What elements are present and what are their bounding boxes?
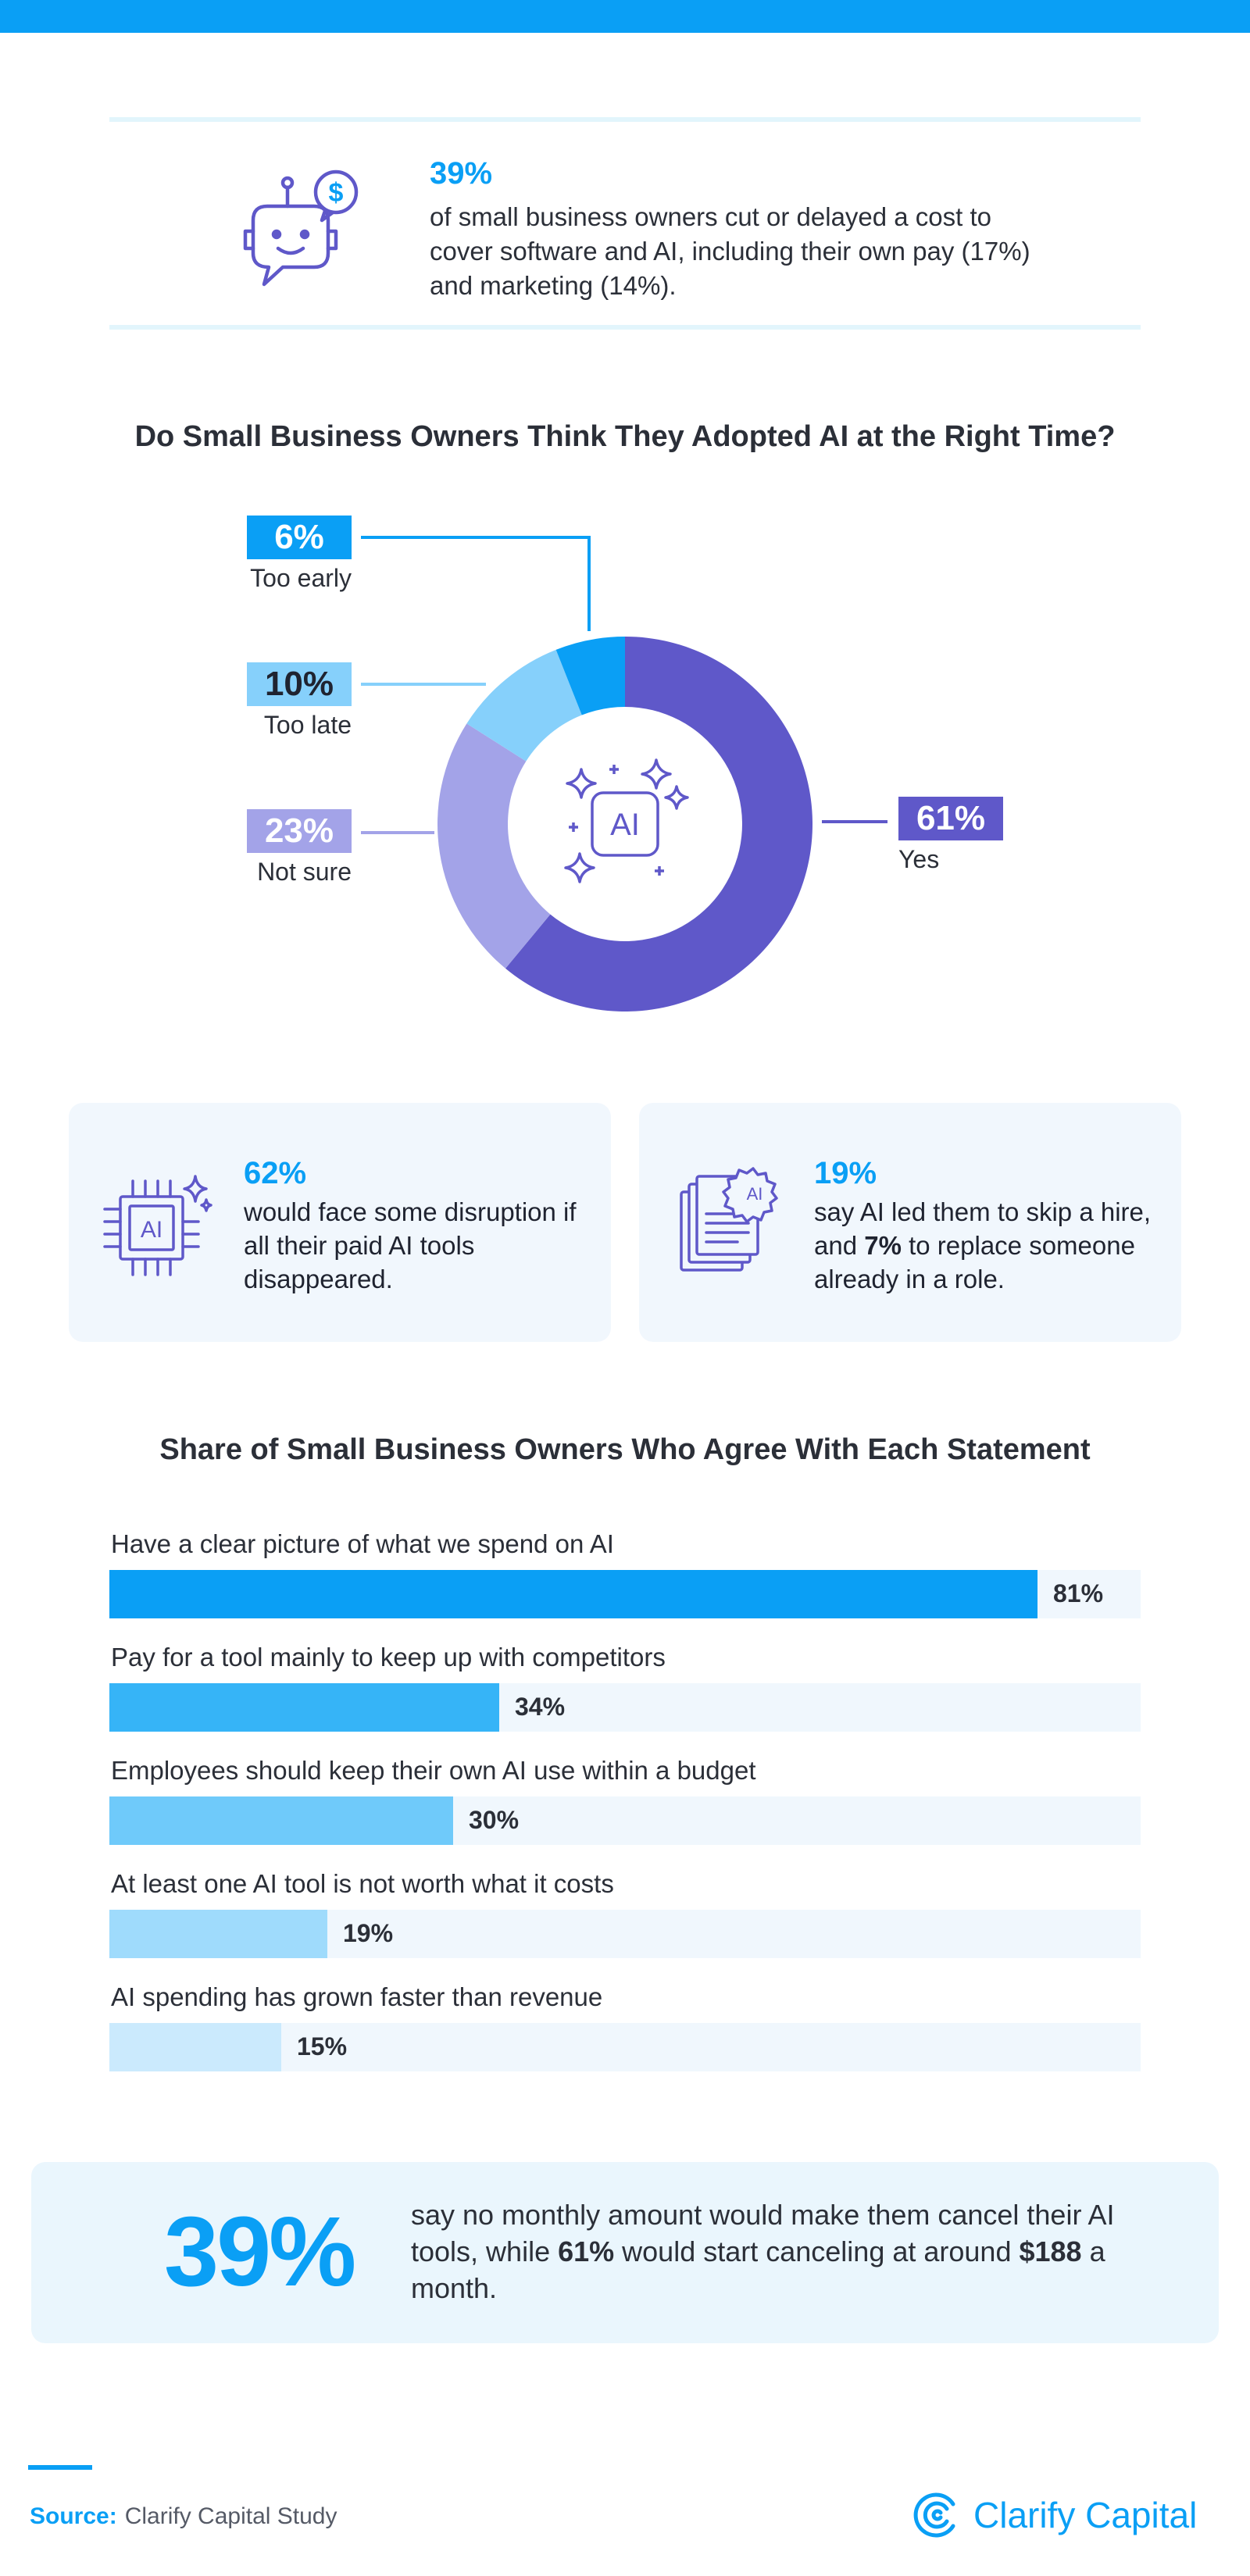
bar-mark	[109, 1570, 1038, 1618]
robot-chat-dollar-icon: $	[243, 169, 359, 287]
card-description: say AI led them to skip a hire, and 7% t…	[814, 1197, 1152, 1293]
svg-text:AI: AI	[610, 808, 640, 842]
donut-category-label: Too early	[250, 564, 352, 592]
bar-category-label: AI spending has grown faster than revenu…	[111, 1982, 603, 2011]
donut-chart-title: Do Small Business Owners Think They Adop…	[134, 420, 1116, 453]
svg-text:AI: AI	[747, 1184, 763, 1204]
bar-value-label: 15%	[297, 2032, 348, 2060]
bar-mark	[109, 1796, 453, 1845]
donut-value-label: 6%	[247, 516, 352, 559]
ai-sparkles-icon: AI	[564, 758, 689, 883]
donut-leader-line	[361, 536, 591, 631]
svg-text:AI: AI	[141, 1217, 162, 1243]
callout-box: 39% say no monthly amount would make the…	[31, 2162, 1219, 2343]
stat-description: of small business owners cut or delayed …	[430, 202, 1030, 300]
stat-card-cost-cuts: $ 39% of small business owners cut or de…	[109, 117, 1141, 330]
donut-value-label: 10%	[247, 662, 352, 706]
svg-text:$: $	[329, 178, 344, 208]
donut-slice-yes	[505, 637, 812, 1011]
ai-documents-icon: AI	[680, 1167, 778, 1272]
donut-value-label: 61%	[898, 797, 1003, 840]
ai-chip-icon: AI	[103, 1175, 212, 1276]
source-text: Clarify Capital Study	[124, 2503, 338, 2529]
bar-category-label: Pay for a tool mainly to keep up with co…	[111, 1643, 666, 1672]
bar-value-label: 30%	[469, 1806, 520, 1834]
bar-value-label: 19%	[343, 1919, 394, 1947]
bar-track: 81%	[109, 1570, 1141, 1618]
stat-percent: 39%	[430, 156, 493, 191]
donut-slice-not-sure	[438, 723, 551, 969]
brand-name: Clarify Capital	[973, 2495, 1198, 2535]
bar-mark	[109, 2023, 281, 2071]
card-percent: 62%	[244, 1156, 307, 1190]
bar-mark	[109, 1910, 327, 1958]
donut-category-label: Not sure	[257, 858, 352, 886]
source-line: Source: Clarify Capital Study	[30, 2503, 337, 2530]
bar-value-label: 34%	[515, 1693, 566, 1721]
card-description: would face some disruption if all their …	[244, 1197, 577, 1293]
callout-text: say no monthly amount would make them ca…	[411, 2199, 1115, 2304]
brand-logo[interactable]: Clarify Capital	[912, 2490, 1197, 2540]
bar-value-label: 81%	[1053, 1579, 1104, 1607]
footer-divider	[28, 2465, 92, 2470]
bar-track: 34%	[109, 1683, 1141, 1732]
clarify-logo-icon	[913, 2492, 955, 2538]
bar-track: 30%	[109, 1796, 1141, 1845]
donut-category-label: Too late	[263, 711, 352, 739]
bar-track: 19%	[109, 1910, 1141, 1958]
callout-percent: 39%	[164, 2196, 356, 2307]
donut-slice-too-early	[555, 637, 625, 715]
card-percent: 19%	[814, 1156, 877, 1190]
donut-slice-too-late	[466, 649, 582, 762]
bar-category-label: At least one AI tool is not worth what i…	[111, 1869, 614, 1898]
bar-category-label: Employees should keep their own AI use w…	[111, 1756, 756, 1785]
donut-value-label: 23%	[247, 809, 352, 853]
stat-card-disruption: AI 62% would face some disruption if all…	[69, 1103, 611, 1342]
bar-category-label: Have a clear picture of what we spend on…	[111, 1529, 614, 1558]
donut-chart: AI	[361, 536, 888, 1011]
source-label: Source:	[30, 2503, 117, 2529]
donut-category-label: Yes	[898, 845, 940, 873]
bar-mark	[109, 1683, 499, 1732]
bar-track: 15%	[109, 2023, 1141, 2071]
stat-card-hiring: AI 19% say AI led them to skip a hire, a…	[639, 1103, 1181, 1342]
bar-chart-title: Share of Small Business Owners Who Agree…	[159, 1433, 1091, 1466]
top-accent-bar	[0, 0, 1250, 33]
